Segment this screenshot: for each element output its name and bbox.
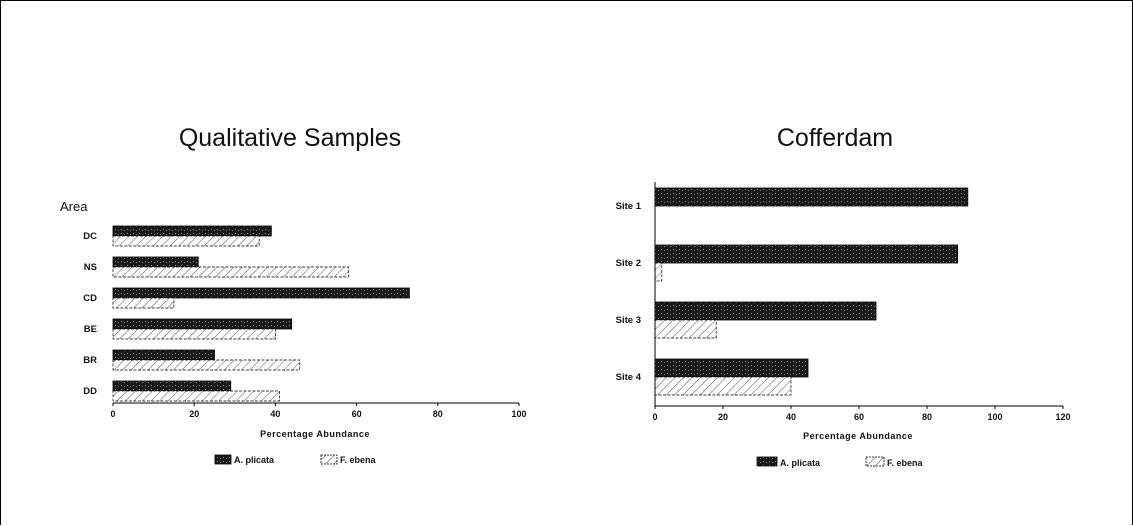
bar-f-ebena-site-3 <box>654 319 717 339</box>
legend-label-a-plicata: A. plicata <box>780 458 821 468</box>
category-label-cd: CD <box>83 293 97 304</box>
bar-f-ebena-site-2 <box>654 262 663 282</box>
bar-a-plicata-dd <box>112 380 232 392</box>
bar-a-plicata-ns <box>112 256 199 268</box>
x-tick-label: 40 <box>270 409 280 419</box>
legend-label-f-ebena: F. ebena <box>887 458 924 468</box>
x-tick-label: 60 <box>854 412 864 422</box>
category-label-dd: DD <box>83 386 97 397</box>
legend: A. plicata F. ebena <box>214 454 377 465</box>
bar-f-ebena-br <box>112 359 301 371</box>
cofferdam-chart: Cofferdam Site 1 Site 2 Site 3 Site 4 0 20 40… <box>616 124 1071 468</box>
x-axis-label: Percentage Abundance <box>260 429 370 439</box>
bar-f-ebena-dc <box>112 235 260 247</box>
category-axis-title: Area <box>60 199 88 214</box>
bar-a-plicata-site-2 <box>654 244 959 264</box>
chart-title: Cofferdam <box>777 124 893 152</box>
category-label-site-2: Site 2 <box>616 258 641 269</box>
x-tick-label: 80 <box>922 412 932 422</box>
x-tick-label: 100 <box>987 412 1002 422</box>
bar-a-plicata-be <box>112 318 293 330</box>
legend-swatch-a-plicata <box>214 454 232 465</box>
legend-label-f-ebena: F. ebena <box>340 455 377 465</box>
x-tick-label: 40 <box>786 412 796 422</box>
x-tick-label: 20 <box>718 412 728 422</box>
x-tick-label: 0 <box>652 412 657 422</box>
x-tick-label: 80 <box>433 409 443 419</box>
x-tick-label: 0 <box>110 409 115 419</box>
bar-a-plicata-dc <box>112 225 272 237</box>
x-tick-label: 60 <box>352 409 362 419</box>
x-tick-label: 100 <box>511 409 526 419</box>
legend-swatch-f-ebena <box>865 456 885 467</box>
category-label-dc: DC <box>83 231 97 242</box>
chart-title: Qualitative Samples <box>179 124 401 152</box>
category-label-site-1: Site 1 <box>616 201 642 212</box>
bar-a-plicata-site-3 <box>654 301 877 321</box>
bar-a-plicata-br <box>112 349 215 361</box>
category-label-be: BE <box>84 324 97 335</box>
bar-a-plicata-site-4 <box>654 358 809 378</box>
x-tick-label: 120 <box>1055 412 1070 422</box>
bar-a-plicata-site-1 <box>654 187 969 207</box>
legend-swatch-a-plicata <box>756 456 778 467</box>
bar-f-ebena-ns <box>112 266 349 278</box>
x-tick-label: 20 <box>189 409 199 419</box>
legend-label-a-plicata: A. plicata <box>234 455 275 465</box>
category-label-site-4: Site 4 <box>616 372 642 383</box>
bar-f-ebena-dd <box>112 390 280 402</box>
bar-a-plicata-cd <box>112 287 410 299</box>
category-label-br: BR <box>83 355 97 366</box>
legend-swatch-f-ebena <box>320 454 338 465</box>
bar-f-ebena-site-4 <box>654 376 792 396</box>
category-label-ns: NS <box>84 262 97 273</box>
x-axis-label: Percentage Abundance <box>803 431 913 441</box>
category-label-site-3: Site 3 <box>616 315 641 326</box>
bar-f-ebena-cd <box>112 297 175 309</box>
qualitative-samples-chart: Qualitative Samples Area DC NS CD BE BR DD 0 2… <box>60 124 527 465</box>
legend: A. plicata F. ebena <box>756 456 924 468</box>
bar-f-ebena-be <box>112 328 276 340</box>
